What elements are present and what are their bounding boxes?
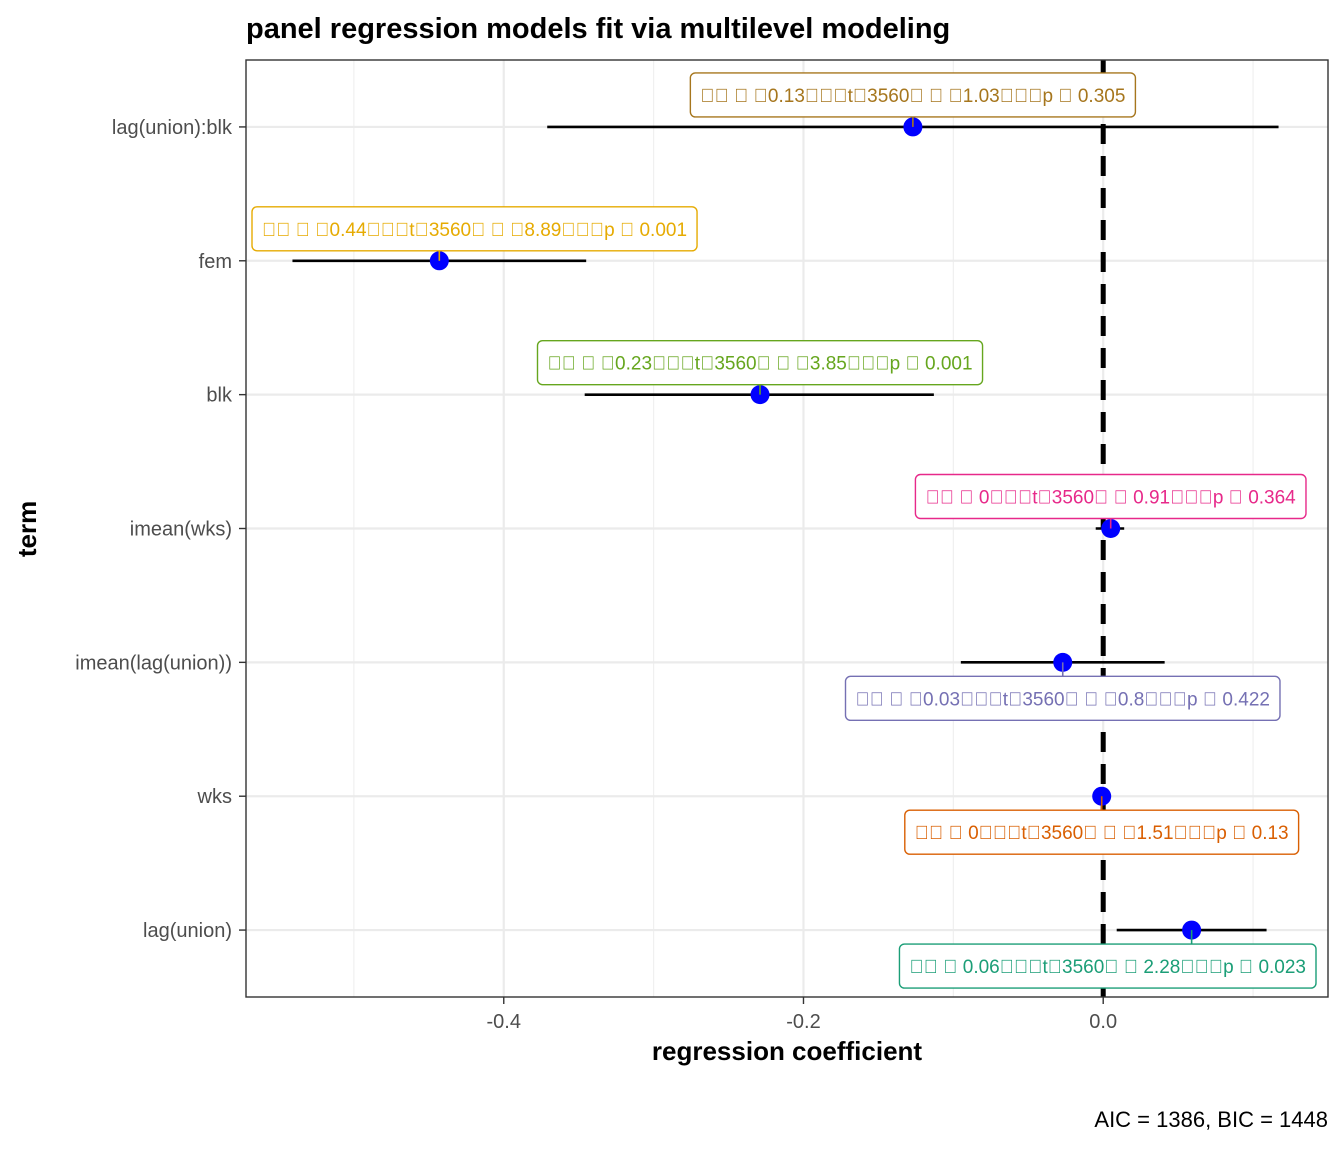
x-tick-label: -0.4 [487, 1011, 521, 1033]
x-tick-label: -0.2 [786, 1011, 820, 1033]
estimate-label:   0.06t3560  2.28p  0.023 [909, 957, 1306, 978]
x-tick-label: 0.0 [1089, 1011, 1117, 1033]
y-tick-label: lag(union) [143, 920, 232, 942]
estimate-label:   0.03t3560  0.8p  0.422 [856, 689, 1270, 710]
y-tick-label: lag(union):blk [112, 117, 233, 139]
y-tick-label: blk [206, 385, 233, 407]
y-axis-title: term [12, 501, 42, 557]
model-fit-caption: AIC = 1386, BIC = 1448 [1094, 1107, 1328, 1132]
y-tick-label: imean(wks) [130, 519, 232, 541]
x-axis-title: regression coefficient [652, 1036, 923, 1066]
y-tick-label: wks [197, 786, 232, 808]
estimate-label:   0.44t3560  8.89p  0.001 [262, 220, 687, 241]
chart-title: panel regression models fit via multilev… [246, 13, 950, 45]
y-tick-label: fem [199, 251, 232, 273]
estimate-label:   0t3560  0.91p  0.364 [926, 488, 1297, 509]
estimate-label-box [251, 206, 698, 252]
estimate-label-box [898, 943, 1317, 989]
estimate-label:   0.13t3560  1.03p  0.305 [700, 86, 1125, 107]
plot-area:   0.13t3560  1.03p  0.305… [75, 59, 1329, 1033]
estimate-label:   0.23t3560  3.85p  0.001 [548, 354, 973, 375]
y-tick-label: imean(lag(union)) [75, 652, 232, 674]
estimate-label:   0t3560  1.51p  0.13 [915, 823, 1289, 844]
